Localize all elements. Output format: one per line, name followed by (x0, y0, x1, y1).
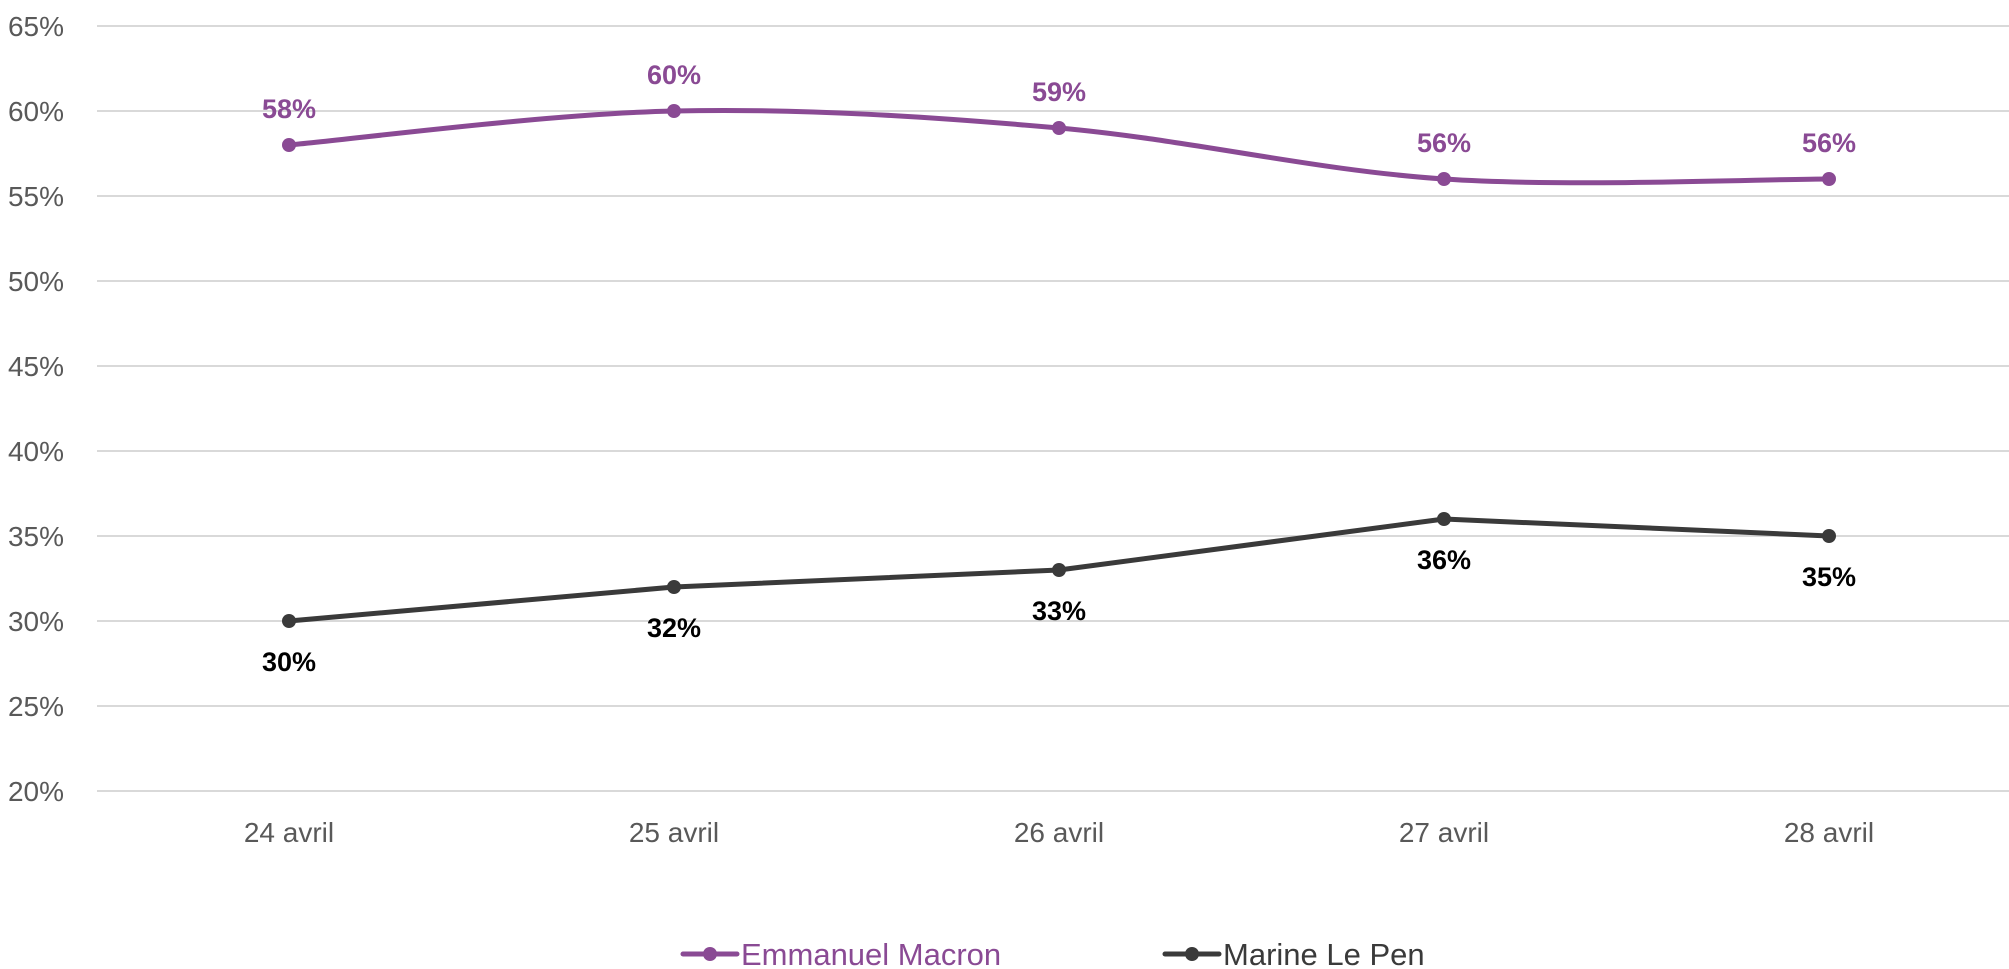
data-point-marine-le-pen (1822, 529, 1836, 543)
data-label-emmanuel-macron: 56% (1417, 128, 1471, 158)
y-tick-label: 65% (8, 11, 64, 42)
y-tick-label: 25% (8, 691, 64, 722)
x-tick-label: 26 avril (1014, 817, 1104, 848)
data-point-emmanuel-macron (1822, 172, 1836, 186)
data-label-emmanuel-macron: 59% (1032, 77, 1086, 107)
y-tick-label: 30% (8, 606, 64, 637)
data-label-marine-le-pen: 32% (647, 613, 701, 643)
series-emmanuel-macron: 58% 60% 59% 56% 56% (262, 60, 1856, 186)
y-axis-ticks: 20% 25% 30% 35% 40% 45% 50% 55% 60% 65% (8, 11, 64, 807)
y-tick-label: 20% (8, 776, 64, 807)
series-lines: 58% 60% 59% 56% 56% 30% 32% 33% 36% 35% (262, 60, 1856, 677)
y-tick-label: 50% (8, 266, 64, 297)
legend-label: Emmanuel Macron (741, 937, 1001, 969)
data-point-emmanuel-macron (1052, 121, 1066, 135)
x-axis-ticks: 24 avril 25 avril 26 avril 27 avril 28 avril (244, 817, 1874, 848)
series-marine-le-pen: 30% 32% 33% 36% 35% (262, 512, 1856, 677)
data-label-emmanuel-macron: 56% (1802, 128, 1856, 158)
data-label-marine-le-pen: 36% (1417, 545, 1471, 575)
x-tick-label: 28 avril (1784, 817, 1874, 848)
legend-item-emmanuel-macron: Emmanuel Macron (680, 937, 1001, 969)
y-tick-label: 35% (8, 521, 64, 552)
y-tick-label: 45% (8, 351, 64, 382)
x-tick-label: 24 avril (244, 817, 334, 848)
x-tick-label: 25 avril (629, 817, 719, 848)
y-tick-label: 40% (8, 436, 64, 467)
gridlines (97, 25, 2009, 792)
data-point-emmanuel-macron (282, 138, 296, 152)
data-point-emmanuel-macron (667, 104, 681, 118)
data-label-emmanuel-macron: 58% (262, 94, 316, 124)
y-tick-label: 55% (8, 181, 64, 212)
data-point-emmanuel-macron (1437, 172, 1451, 186)
data-point-marine-le-pen (667, 580, 681, 594)
data-point-marine-le-pen (282, 614, 296, 628)
data-label-marine-le-pen: 33% (1032, 596, 1086, 626)
data-point-marine-le-pen (1052, 563, 1066, 577)
legend-label: Marine Le Pen (1223, 937, 1425, 969)
data-point-marine-le-pen (1437, 512, 1451, 526)
legend: Emmanuel Macron Marine Le Pen (680, 937, 1425, 969)
data-label-marine-le-pen: 35% (1802, 562, 1856, 592)
data-label-emmanuel-macron: 60% (647, 60, 701, 90)
legend-swatch-marker (1185, 947, 1199, 961)
legend-swatch-marker (703, 947, 717, 961)
x-tick-label: 27 avril (1399, 817, 1489, 848)
data-label-marine-le-pen: 30% (262, 647, 316, 677)
legend-item-marine-le-pen: Marine Le Pen (1162, 937, 1425, 969)
y-tick-label: 60% (8, 96, 64, 127)
